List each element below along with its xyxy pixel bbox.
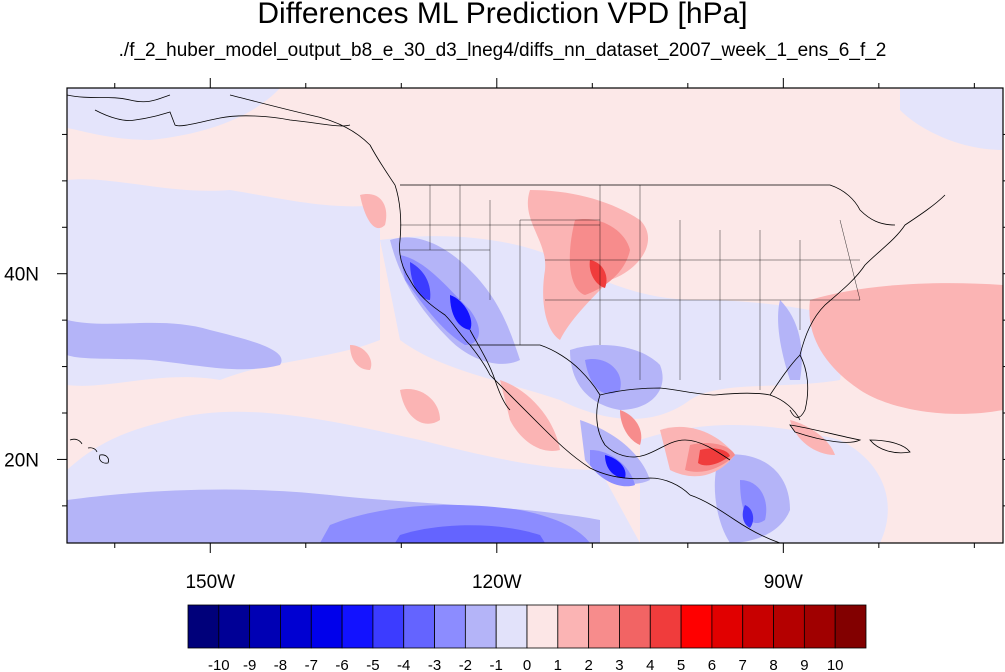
colorbar-swatch (834, 604, 867, 649)
coastlines (67, 94, 946, 543)
state-borders (400, 185, 861, 390)
map-frame (66, 87, 1004, 544)
colorbar-swatch (557, 604, 590, 649)
colorbar-swatch (711, 604, 744, 649)
colorbar-label: -2 (459, 657, 472, 672)
colorbar-swatch (803, 604, 836, 649)
colorbar-swatch (434, 604, 466, 649)
colorbar-label: -5 (366, 657, 379, 672)
colorbar-label: -3 (428, 657, 441, 672)
colorbar-label: 1 (554, 657, 562, 672)
colorbar-label: 7 (739, 657, 747, 672)
lon-tick-label: 120W (472, 572, 522, 593)
colorbar-label: -9 (243, 657, 256, 672)
colorbar-swatch (649, 604, 682, 649)
field-layer (67, 88, 1003, 543)
colorbar-swatch (403, 604, 435, 649)
colorbar-label: 3 (615, 657, 623, 672)
axis-labels: 150W 120W 90W 40N 20N (4, 265, 803, 593)
lat-tick-label: 20N (4, 450, 39, 471)
colorbar-label: -8 (274, 657, 287, 672)
map-subtitle: ./f_2_huber_model_output_b8_e_30_d3_lneg… (118, 40, 887, 61)
colorbar-swatch (495, 604, 528, 649)
colorbar-label: 6 (708, 657, 716, 672)
lon-tick-label: 150W (185, 572, 235, 593)
colorbar-label: -6 (335, 657, 348, 672)
colorbar-label: -1 (490, 657, 503, 672)
colorbar-swatch (187, 604, 220, 649)
colorbar-label: 8 (769, 657, 777, 672)
axis-ticks (57, 78, 1005, 553)
colorbar-label: 0 (523, 657, 531, 672)
colorbar-label: 5 (677, 657, 685, 672)
colorbar-label: -4 (397, 657, 410, 672)
colorbar-swatch (773, 604, 805, 649)
colorbar-label: -7 (305, 657, 318, 672)
colorbar-label: 4 (646, 657, 654, 672)
negative-regions-peak (395, 262, 754, 543)
colorbar-swatch (526, 604, 559, 649)
colorbar-label: -10 (208, 657, 230, 672)
colorbar-swatch (341, 604, 374, 649)
colorbar-swatch (218, 604, 251, 649)
map-title: Differences ML Prediction VPD [hPa] (257, 0, 748, 30)
colorbar-swatch (464, 604, 497, 649)
colorbar-label: 9 (800, 657, 808, 672)
positive-regions-strong (589, 260, 730, 466)
colorbar-swatch (280, 604, 312, 649)
colorbar-label: 2 (584, 657, 592, 672)
colorbar-swatch (742, 604, 774, 649)
colorbar: -10 -9 -8 -7 -6 -5 -4 -3 -2 -1 0 1 2 3 4 5 6 7 8 9 10 (187, 604, 867, 672)
colorbar-swatch (310, 604, 343, 649)
colorbar-swatch (588, 604, 620, 649)
colorbar-swatch (249, 604, 281, 649)
colorbar-swatch (680, 604, 713, 649)
lon-tick-label: 90W (764, 572, 803, 593)
colorbar-label: 10 (827, 657, 844, 672)
colorbar-swatch (619, 604, 651, 649)
colorbar-swatch (372, 604, 405, 649)
lat-tick-label: 40N (4, 265, 39, 286)
